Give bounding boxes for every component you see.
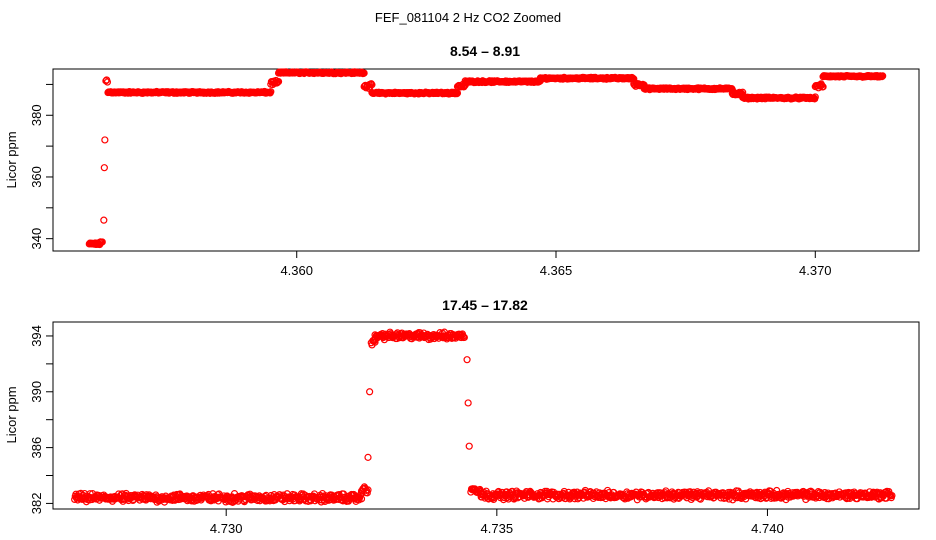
- x-tick-label: 4.360: [280, 263, 313, 278]
- data-point: [102, 77, 110, 85]
- data-point: [366, 388, 374, 396]
- panel-top-axes: 4.360 4.365 4.370 340 360 380: [29, 83, 832, 278]
- data-point: [98, 238, 106, 246]
- data-point: [811, 93, 819, 101]
- data-point: [363, 489, 371, 497]
- data-point: [100, 216, 108, 224]
- data-point: [368, 81, 376, 89]
- panel-bottom-plot-frame: [52, 321, 920, 510]
- panel-bottom-ylabel: Licor ppm: [4, 386, 19, 443]
- y-tick-label: 340: [29, 228, 44, 250]
- data-point: [100, 164, 108, 172]
- data-point: [463, 356, 471, 364]
- x-tick-label: 4.740: [751, 521, 784, 536]
- data-point: [819, 83, 827, 91]
- y-tick-label: 360: [29, 166, 44, 188]
- panel-bottom-axes: 4.730 4.735 4.740 382 386 390 394: [29, 325, 784, 536]
- panel-bottom-title: 17.45 – 17.82: [442, 297, 528, 313]
- data-point: [460, 333, 468, 342]
- y-tick-label: 386: [29, 437, 44, 459]
- y-tick-label: 394: [29, 325, 44, 347]
- panel-bottom-points: [71, 328, 896, 506]
- panel-top-ylabel: Licor ppm: [4, 131, 19, 188]
- data-point: [360, 69, 368, 77]
- figure-suptitle: FEF_081104 2 Hz CO2 Zoomed: [375, 10, 561, 25]
- x-tick-label: 4.730: [210, 521, 243, 536]
- y-tick-label: 380: [29, 104, 44, 126]
- data-point: [274, 77, 283, 86]
- panel-top: 8.54 – 8.91 4.360 4.365 4.370 340 360 380 Lic…: [4, 43, 920, 278]
- data-point: [103, 78, 112, 86]
- y-tick-label: 390: [29, 381, 44, 403]
- data-point: [465, 442, 473, 450]
- y-tick-label: 382: [29, 493, 44, 515]
- panel-bottom: 17.45 – 17.82 4.730 4.735 4.740 382 386 390 39…: [4, 297, 920, 536]
- panel-top-points: [85, 68, 887, 249]
- data-point: [357, 495, 366, 503]
- data-point: [879, 72, 887, 80]
- data-point: [364, 453, 372, 461]
- panel-top-plot-frame: [52, 68, 920, 252]
- data-point: [267, 88, 275, 96]
- x-tick-label: 4.365: [540, 263, 573, 278]
- data-point: [888, 491, 896, 500]
- data-point: [101, 136, 109, 144]
- data-point: [464, 399, 472, 407]
- data-point: [511, 493, 519, 502]
- panel-top-title: 8.54 – 8.91: [450, 43, 520, 59]
- x-tick-label: 4.735: [481, 521, 514, 536]
- data-point: [364, 486, 372, 494]
- x-tick-label: 4.370: [799, 263, 832, 278]
